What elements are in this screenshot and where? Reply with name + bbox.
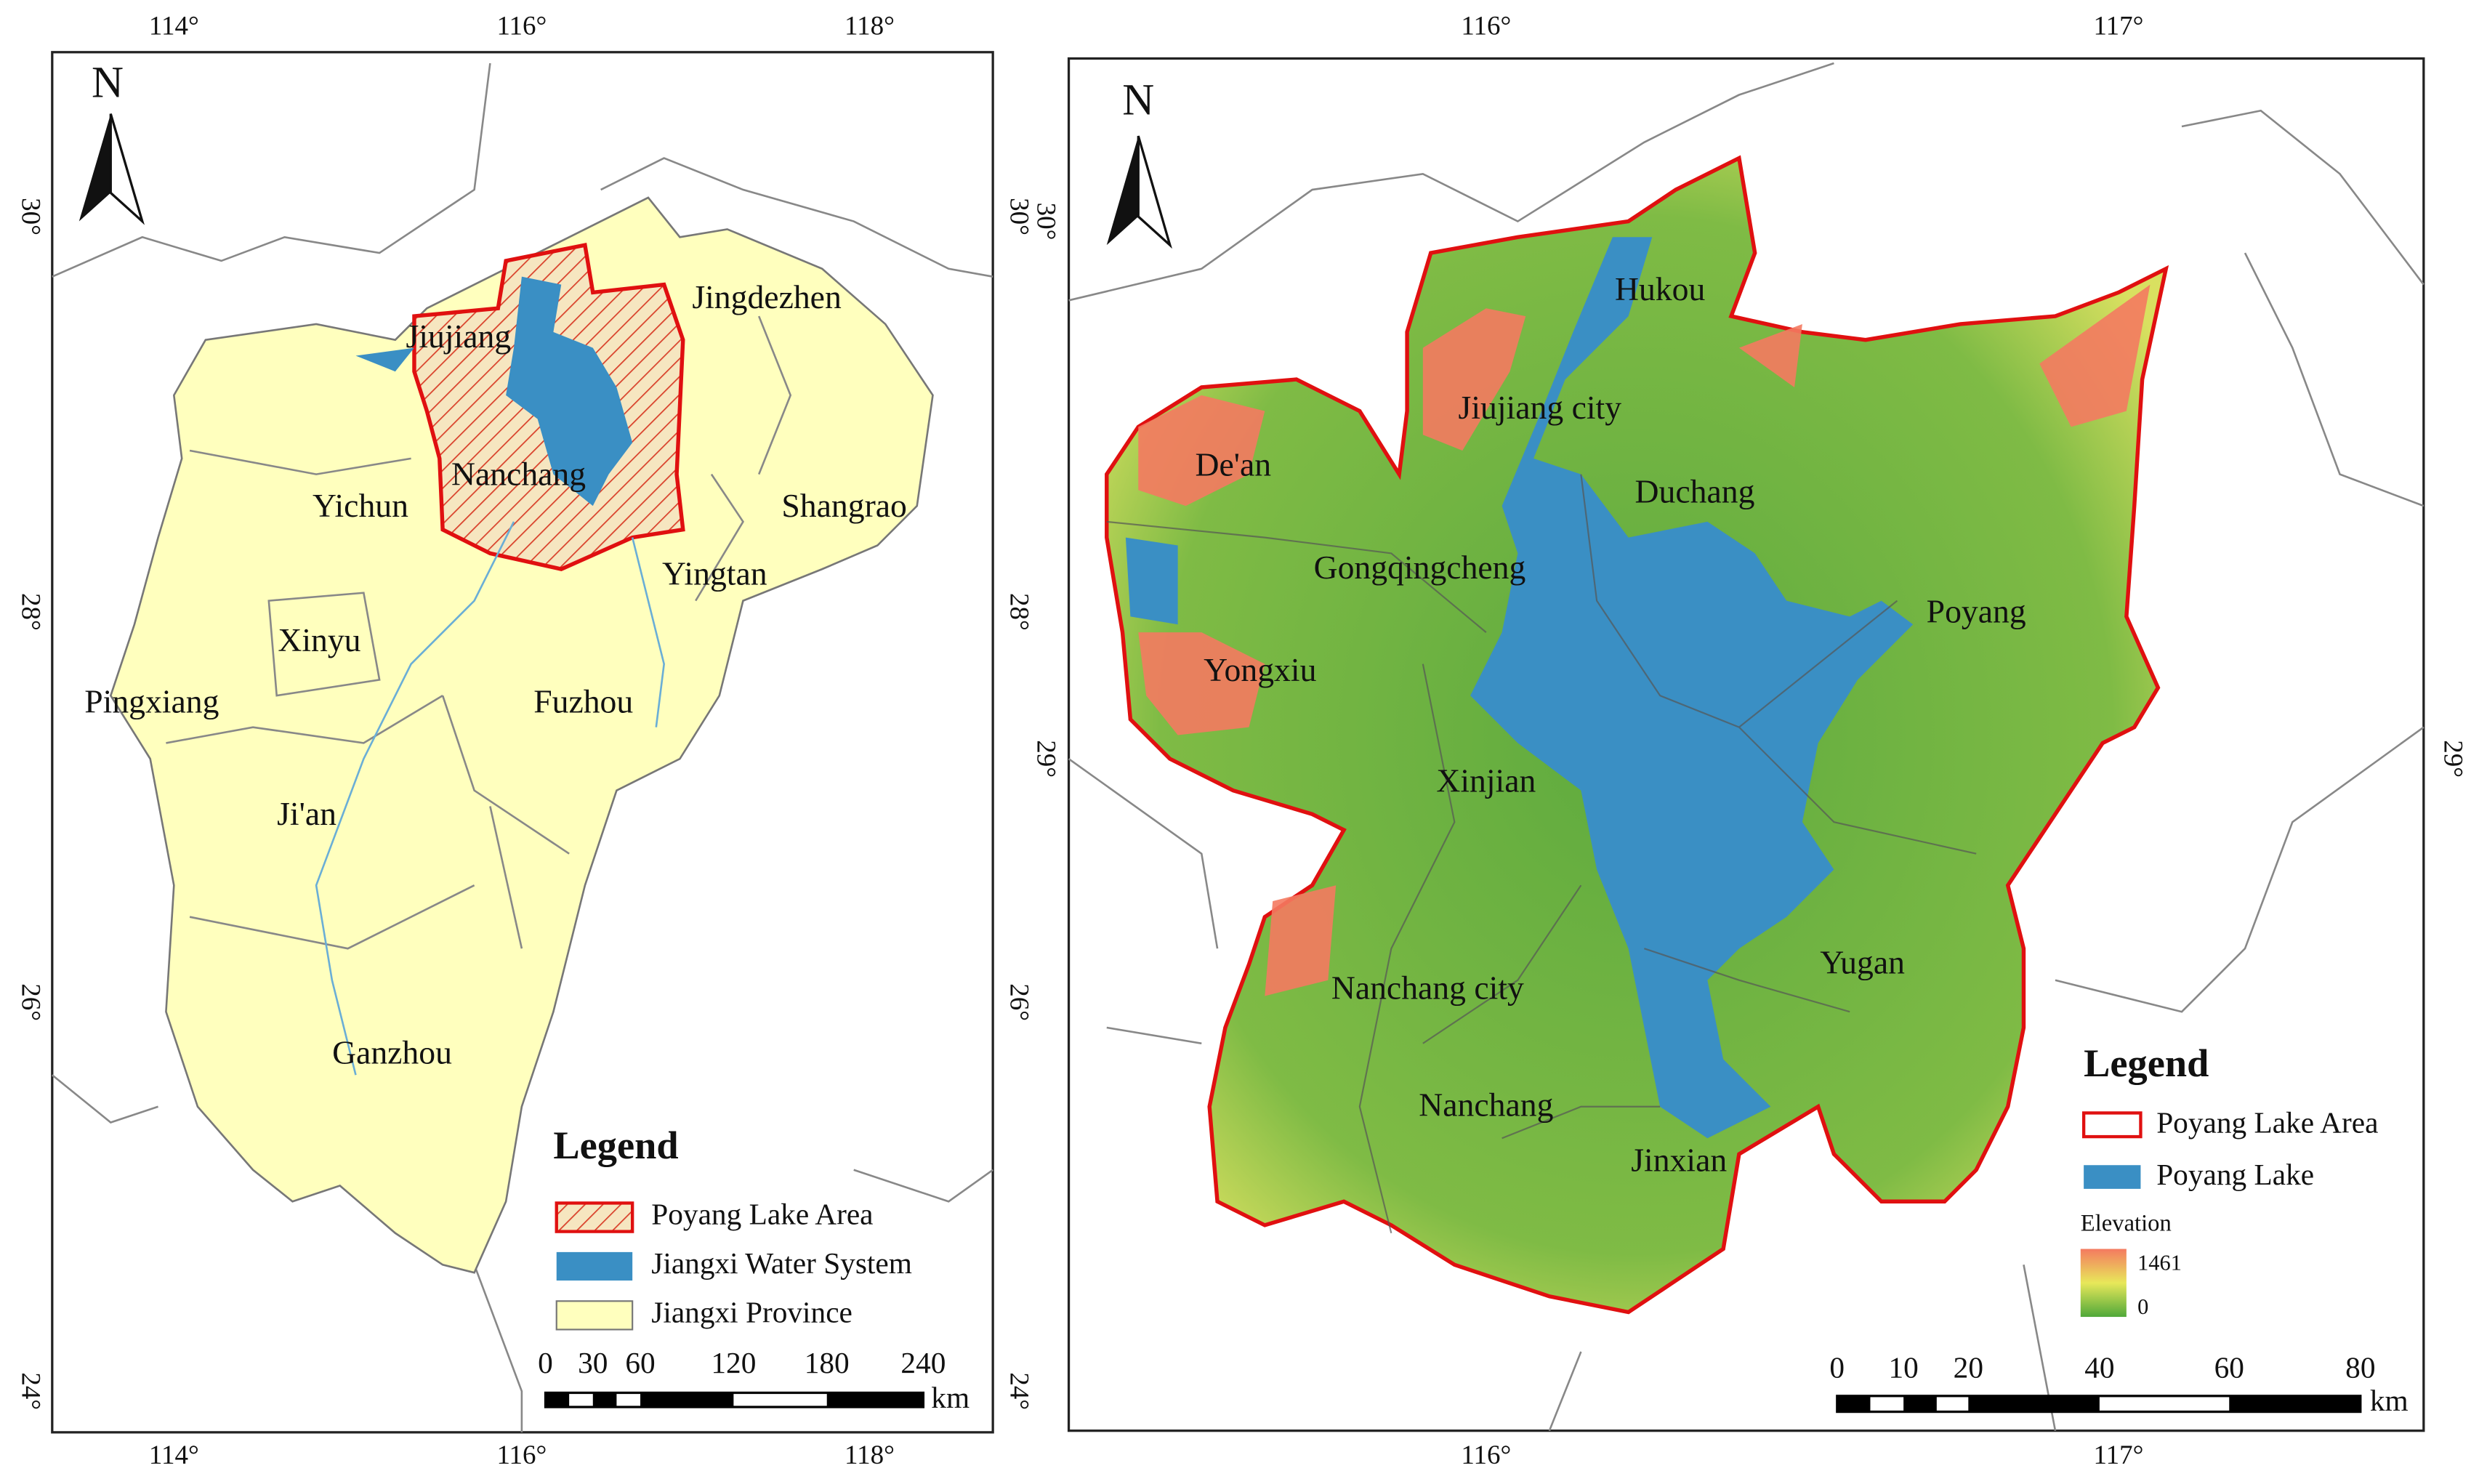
lon-label: 116° — [1461, 1440, 1511, 1469]
north-arrow — [78, 113, 111, 222]
neighbor-borders — [1068, 62, 2424, 1432]
north-label: N — [1122, 76, 1154, 125]
rivers — [315, 521, 665, 1076]
scale-label: 10 — [1888, 1351, 1918, 1384]
jiangxi-province — [109, 196, 934, 1274]
lat-label: 30° — [1004, 198, 1034, 235]
water-system — [355, 276, 633, 507]
lon-label: 116° — [496, 1440, 547, 1469]
place-label: Nanchang — [1419, 1086, 1553, 1123]
scale-label: 80 — [2345, 1351, 2375, 1384]
place-label: Hukou — [1615, 270, 1705, 307]
scale-bar — [1836, 1395, 2362, 1414]
place-label: Yongxiu — [1204, 651, 1316, 688]
lat-label: 30° — [17, 198, 47, 235]
place-label: Fuzhou — [533, 683, 633, 720]
legend-swatch — [2081, 1111, 2143, 1139]
scale-label: 240 — [900, 1346, 946, 1379]
scale-label: 60 — [625, 1346, 655, 1379]
place-label: Nanchang — [451, 455, 586, 492]
legend-swatch — [555, 1201, 634, 1233]
lat-label: 30° — [1031, 203, 1061, 241]
legend-item: Poyang Lake Area — [651, 1198, 873, 1231]
lon-label: 116° — [496, 11, 547, 41]
lat-label: 29° — [2438, 740, 2468, 778]
lon-label: 118° — [845, 1440, 895, 1469]
place-label: Duchang — [1635, 472, 1755, 509]
lat-label: 28° — [17, 593, 47, 631]
place-label: Shangrao — [781, 487, 906, 524]
legend-swatch — [555, 1300, 634, 1331]
scale-label: 0 — [538, 1346, 553, 1379]
scale-label: 120 — [711, 1346, 756, 1379]
legend-title: Legend — [2084, 1041, 2209, 1085]
lon-label: 116° — [1461, 11, 1511, 41]
lat-label: 29° — [1031, 740, 1061, 778]
place-label: Jingdezhen — [692, 278, 842, 315]
place-label: Yichun — [313, 487, 408, 524]
place-label: De'an — [1196, 445, 1272, 483]
place-label: Ganzhou — [332, 1034, 452, 1071]
elevation-ramp — [2080, 1249, 2127, 1318]
north-arrow — [1137, 135, 1172, 249]
north-arrow — [1106, 136, 1139, 246]
scale-unit: km — [2370, 1384, 2409, 1417]
lat-label: 24° — [17, 1372, 47, 1410]
legend-title: Legend — [553, 1124, 678, 1167]
lat-label: 26° — [1004, 983, 1034, 1021]
elevation-min: 0 — [2137, 1294, 2148, 1319]
lat-label: 28° — [1004, 593, 1034, 631]
place-label: Yugan — [1820, 944, 1905, 981]
place-label: Jiujiang city — [1459, 389, 1622, 426]
legend-item: Jiangxi Province — [651, 1295, 852, 1328]
elevation-max: 1461 — [2137, 1250, 2182, 1275]
place-label: Yingtan — [662, 555, 767, 592]
place-label: Jiujiang — [406, 318, 512, 355]
place-label: Xinjian — [1436, 762, 1536, 799]
lat-label: 26° — [17, 983, 47, 1021]
poyang-lake — [1125, 237, 1914, 1139]
lat-label: 24° — [1004, 1372, 1034, 1410]
lon-label: 114° — [149, 11, 199, 41]
place-label: Gongqingcheng — [1314, 549, 1526, 586]
left-map: N Legend Poyang Lake Area Jiangxi Water … — [51, 51, 994, 1434]
place-label: Poyang — [1927, 593, 2026, 630]
scale-label: 60 — [2214, 1351, 2244, 1384]
county-borders — [1106, 474, 1977, 1234]
scale-label: 0 — [1829, 1351, 1845, 1384]
lon-label: 118° — [845, 11, 895, 41]
legend-swatch — [556, 1251, 633, 1281]
neighbor-borders — [51, 62, 993, 1432]
prefecture-borders — [166, 315, 792, 950]
lon-label: 117° — [2094, 1440, 2144, 1469]
scale-label: 180 — [805, 1346, 850, 1379]
place-label: Ji'an — [277, 795, 336, 832]
north-label: N — [92, 59, 124, 108]
place-label: Nanchang city — [1331, 969, 1524, 1006]
legend-item: Poyang Lake Area — [2156, 1105, 2378, 1139]
right-map: N Legend Poyang Lake Area Poyang Lake El… — [1067, 57, 2425, 1432]
place-label: Xinyu — [278, 621, 360, 658]
north-arrow — [109, 113, 145, 225]
legend-item: Jiangxi Water System — [651, 1246, 912, 1280]
elevation-title: Elevation — [2081, 1210, 2172, 1236]
legend-swatch — [2084, 1165, 2141, 1189]
lon-label: 117° — [2094, 11, 2144, 41]
scale-label: 20 — [1954, 1351, 1983, 1384]
scale-unit: km — [931, 1381, 970, 1414]
place-label: Pingxiang — [84, 683, 219, 720]
lon-label: 114° — [149, 1440, 199, 1469]
scale-label: 30 — [578, 1346, 608, 1379]
scale-label: 40 — [2084, 1351, 2114, 1384]
legend-item: Poyang Lake — [2156, 1158, 2314, 1191]
place-label: Jinxian — [1631, 1142, 1727, 1179]
scale-bar — [544, 1391, 925, 1408]
